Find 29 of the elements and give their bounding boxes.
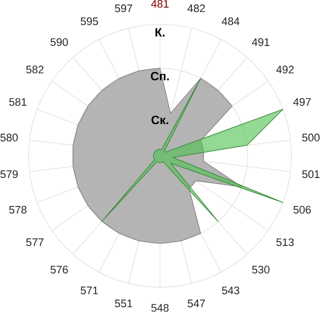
spoke-label: 571: [80, 286, 98, 294]
spoke-label: 492: [276, 66, 294, 74]
spoke-label: 595: [80, 18, 98, 26]
spoke-label: 501: [302, 170, 320, 178]
spoke-label: 547: [188, 300, 205, 308]
spoke-label: 578: [9, 206, 26, 214]
y-tick-label: Сп.: [150, 72, 169, 81]
spoke-label: 530: [252, 266, 270, 274]
spoke-label: 582: [26, 66, 44, 74]
spoke-label: 491: [252, 38, 270, 46]
spoke-label: 497: [293, 98, 311, 106]
spoke-label: 548: [151, 304, 169, 312]
spoke-label: 580: [0, 134, 18, 142]
spoke-label: 590: [50, 38, 68, 46]
spoke-label: 481: [151, 0, 169, 8]
spoke-label: 551: [114, 300, 132, 308]
spoke-label: 500: [302, 134, 320, 142]
spoke-label: 484: [222, 18, 240, 26]
spoke-label: 513: [276, 238, 294, 246]
y-tick-label: К.: [155, 28, 164, 37]
spoke-label: 581: [9, 98, 26, 106]
spoke-label: 576: [50, 266, 68, 274]
spoke-label: 506: [293, 206, 311, 214]
spoke-label: 543: [222, 286, 240, 294]
y-tick-label: Ск.: [151, 116, 168, 124]
spoke-label: 577: [26, 238, 44, 246]
spoke-label: 597: [114, 4, 132, 12]
spoke-label: 482: [188, 4, 205, 12]
spoke-label: 579: [0, 170, 18, 178]
